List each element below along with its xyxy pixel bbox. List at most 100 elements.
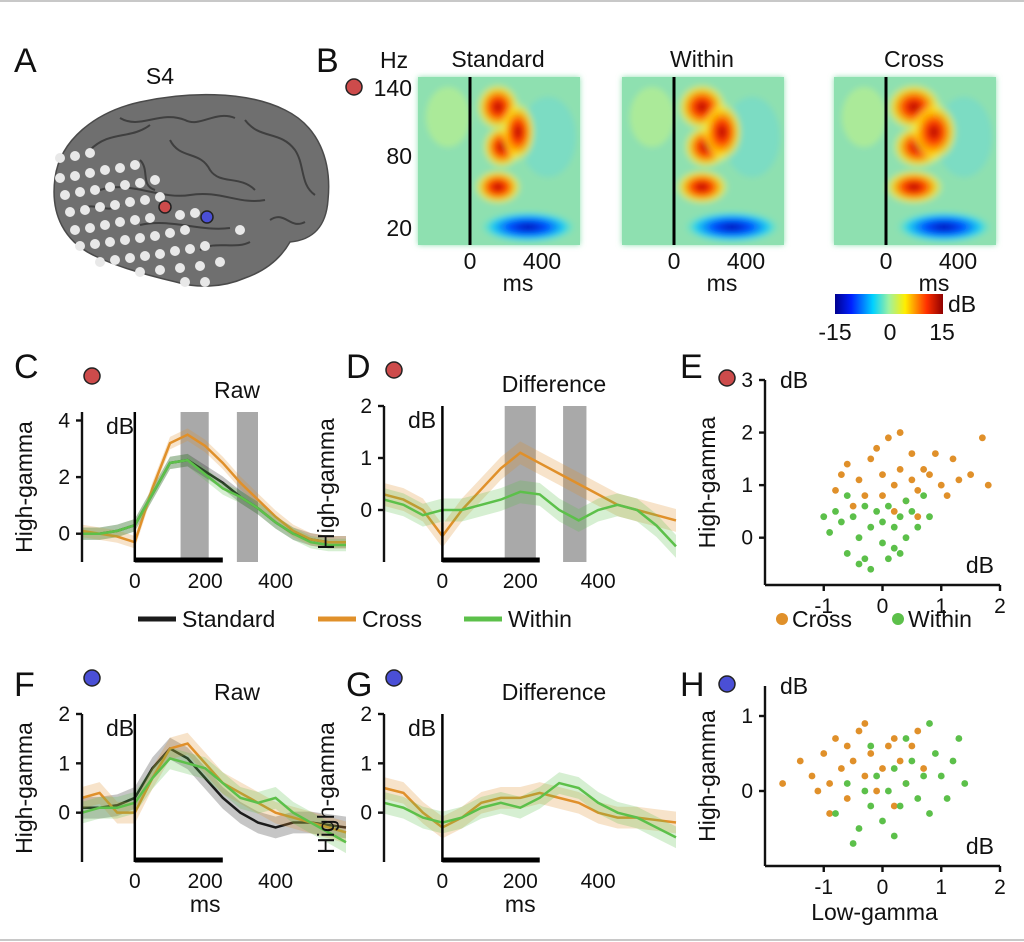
x-axis-label: ms: [190, 891, 221, 917]
scatter-point-within: [961, 780, 969, 787]
scatter-point-within: [849, 513, 857, 521]
electrode: [165, 228, 175, 238]
scatter-point-cross: [843, 742, 851, 750]
time-axis-label: ms: [707, 270, 738, 296]
scatter-point-cross: [796, 757, 804, 765]
x-tick-label: -1: [814, 876, 833, 899]
error-band-cross: [82, 428, 346, 549]
electrode: [200, 277, 210, 287]
series-line-cross: [81, 742, 347, 834]
y-unit-label: dB: [408, 715, 436, 741]
electrode-grid: [55, 148, 245, 287]
legend-within: Within: [508, 606, 572, 632]
y-tick-label: 2: [741, 422, 753, 445]
x-tick-label: 200: [503, 570, 538, 593]
error-band-within: [384, 772, 676, 849]
y-axis-label: High-gamma: [11, 722, 37, 854]
colorbar: [835, 294, 943, 314]
x-tick-label: 0: [129, 570, 141, 593]
time-tick-400: 400: [523, 248, 561, 274]
electrode-marker: [385, 669, 403, 687]
y-axis-label: High-gamma: [313, 418, 339, 550]
electrode: [90, 185, 100, 195]
spectrogram-standard: [418, 77, 580, 245]
electrode: [180, 225, 190, 235]
scatter-point-within: [926, 810, 933, 817]
scatter-point-cross: [896, 757, 904, 765]
legend-cross: Cross: [362, 606, 422, 632]
scatter-legend-dot-within: [892, 613, 904, 625]
scatter-point-within: [902, 497, 910, 505]
scatter-point-within: [949, 757, 957, 765]
y-tick-label: 0: [360, 499, 372, 522]
scatter-point-cross: [873, 787, 881, 795]
x-unit-label: dB: [966, 833, 994, 859]
scatter-point-within: [879, 518, 886, 526]
scatter-point-within: [920, 492, 928, 500]
electrode-blue: [200, 210, 214, 224]
chart-e: [718, 369, 1002, 591]
error-band-cross: [82, 732, 346, 844]
x-tick-label: 0: [877, 876, 889, 899]
panel-a-brain: S4: [53, 63, 330, 287]
series-line-within: [383, 781, 677, 839]
spectrogram-title-cross: Cross: [884, 46, 944, 72]
scatter-point-cross: [890, 481, 898, 489]
scatter-point-within: [873, 772, 881, 780]
y-tick-label: 1: [360, 752, 372, 775]
x-tick-label: 400: [581, 570, 616, 593]
scatter-point-within: [890, 765, 898, 772]
scatter-point-cross: [908, 476, 916, 484]
electrode: [170, 246, 180, 256]
scatter-point-within: [890, 523, 898, 531]
series-line-within: [383, 490, 677, 548]
electrode: [75, 241, 85, 251]
scatter-point-within: [873, 508, 881, 515]
scatter-point-cross: [978, 434, 986, 442]
electrode: [85, 168, 95, 178]
scatter-point-cross: [861, 492, 869, 500]
time-tick-0: 0: [668, 248, 681, 274]
colorbar-tick-min: -15: [818, 319, 851, 345]
scatter-point-cross: [867, 750, 875, 757]
scatter-point-cross: [914, 513, 922, 521]
scatter-point-cross: [837, 765, 845, 772]
scatter-point-within: [855, 825, 863, 832]
scatter-point-within: [826, 529, 834, 536]
electrode: [120, 180, 130, 190]
scatter-point-within: [896, 550, 904, 557]
error-band-within: [384, 480, 676, 558]
freq-tick-140: 140: [374, 75, 412, 101]
electrode: [145, 213, 155, 223]
scatter-point-cross: [861, 720, 869, 727]
scatter-point-cross: [908, 742, 916, 750]
scatter-point-cross: [855, 727, 863, 735]
panel-label-a: A: [14, 42, 37, 80]
scatter-point-cross: [896, 429, 904, 436]
y-tick-label: 0: [741, 780, 753, 803]
scatter-point-within: [861, 787, 869, 795]
electrode: [155, 192, 165, 202]
time-tick-400: 400: [727, 248, 765, 274]
scatter-point-within: [867, 523, 875, 531]
electrode: [175, 210, 185, 220]
scatter-point-cross: [896, 465, 904, 473]
x-tick-label: 400: [258, 570, 293, 593]
scatter-point-within: [867, 565, 875, 573]
y-tick-label: 1: [741, 474, 753, 497]
y-axis-label: High-gamma: [694, 710, 720, 842]
electrode: [215, 257, 225, 267]
scatter-point-cross: [814, 787, 822, 795]
scatter-point-within: [902, 534, 910, 542]
electrode: [95, 257, 105, 267]
electrode-marker: [718, 369, 736, 387]
y-unit-label: dB: [780, 673, 808, 699]
series-line-standard: [82, 746, 347, 829]
scatter-point-within: [908, 508, 916, 515]
time-tick-0: 0: [464, 248, 477, 274]
panel-label-b: B: [316, 42, 339, 80]
x-tick-label: 2: [994, 876, 1006, 899]
significance-window: [236, 412, 258, 562]
scatter-legend-within: Within: [908, 606, 972, 632]
scatter-point-cross: [832, 486, 839, 494]
